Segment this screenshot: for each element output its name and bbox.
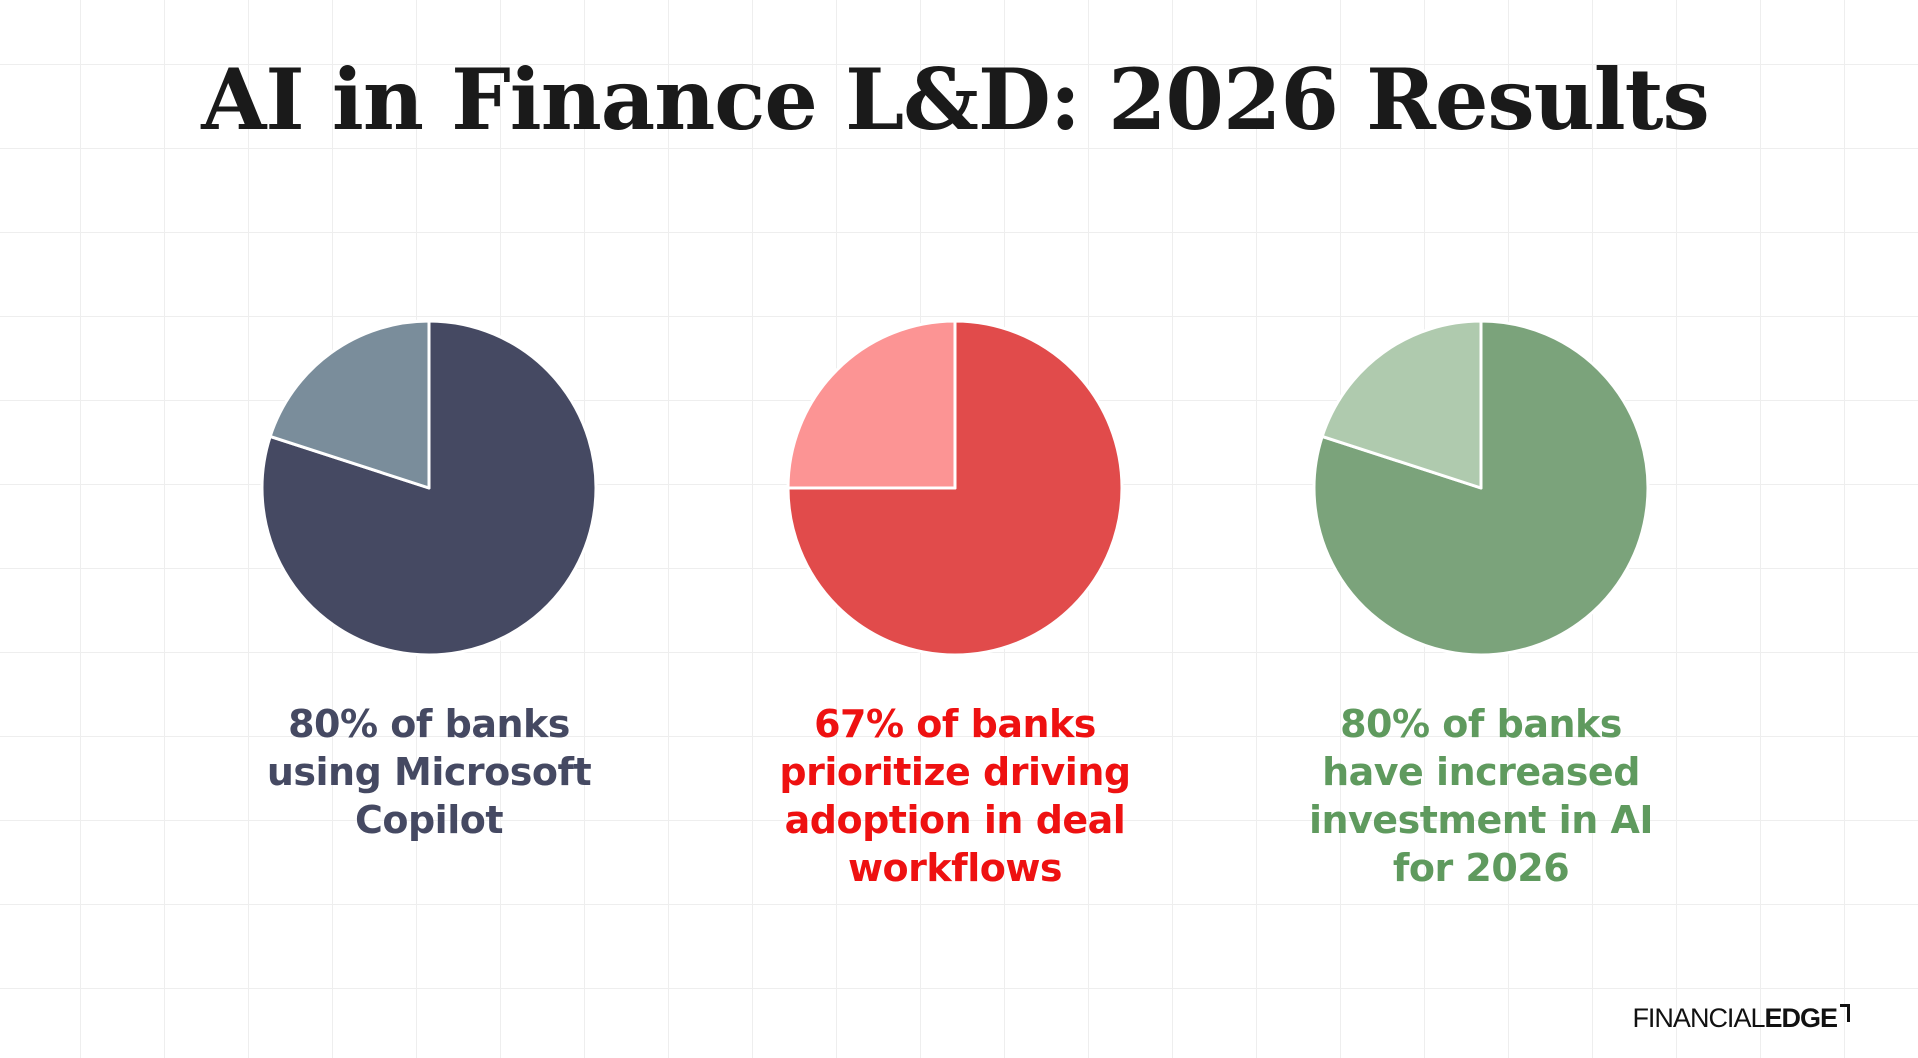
- page-title: AI in Finance L&D: 2026 Results: [201, 50, 1710, 149]
- financial-edge-logo: FINANCIAL EDGE: [1632, 1003, 1850, 1039]
- caption-line: adoption in deal: [784, 798, 1126, 842]
- caption-deal-workflows: 67% of banks prioritize driving adoption i…: [745, 700, 1165, 892]
- slice-remainder: [268, 319, 431, 490]
- caption-copilot: 80% of banks using Microsoft Copilot: [219, 700, 639, 844]
- slice-microsoft-copilot: [260, 319, 598, 657]
- slice-increased-investment: [1312, 319, 1650, 657]
- caption-line: for 2026: [1392, 846, 1570, 890]
- pie-chart-ai-investment: [1312, 319, 1650, 657]
- caption-line: investment in AI: [1308, 798, 1654, 842]
- caption-line: Copilot: [354, 798, 504, 842]
- slice-driving-adoption: [786, 319, 1124, 657]
- caption-line: prioritize driving: [779, 750, 1131, 794]
- caption-line: 80% of banks: [1340, 702, 1622, 746]
- slice-remainder: [1320, 319, 1483, 490]
- slice-remainder: [786, 319, 957, 490]
- logo-corner-icon: [1840, 1004, 1850, 1022]
- pie-chart-copilot: [260, 319, 598, 657]
- caption-line: workflows: [847, 846, 1063, 890]
- caption-line: have increased: [1322, 750, 1640, 794]
- caption-line: using Microsoft: [266, 750, 592, 794]
- caption-line: 80% of banks: [288, 702, 570, 746]
- caption-ai-investment: 80% of banks have increased investment in …: [1271, 700, 1691, 892]
- pie-chart-deal-workflows: [786, 319, 1124, 657]
- logo-word-edge: EDGE: [1764, 1003, 1838, 1033]
- caption-line: 67% of banks: [814, 702, 1096, 746]
- logo-word-financial: FINANCIAL: [1632, 1003, 1765, 1033]
